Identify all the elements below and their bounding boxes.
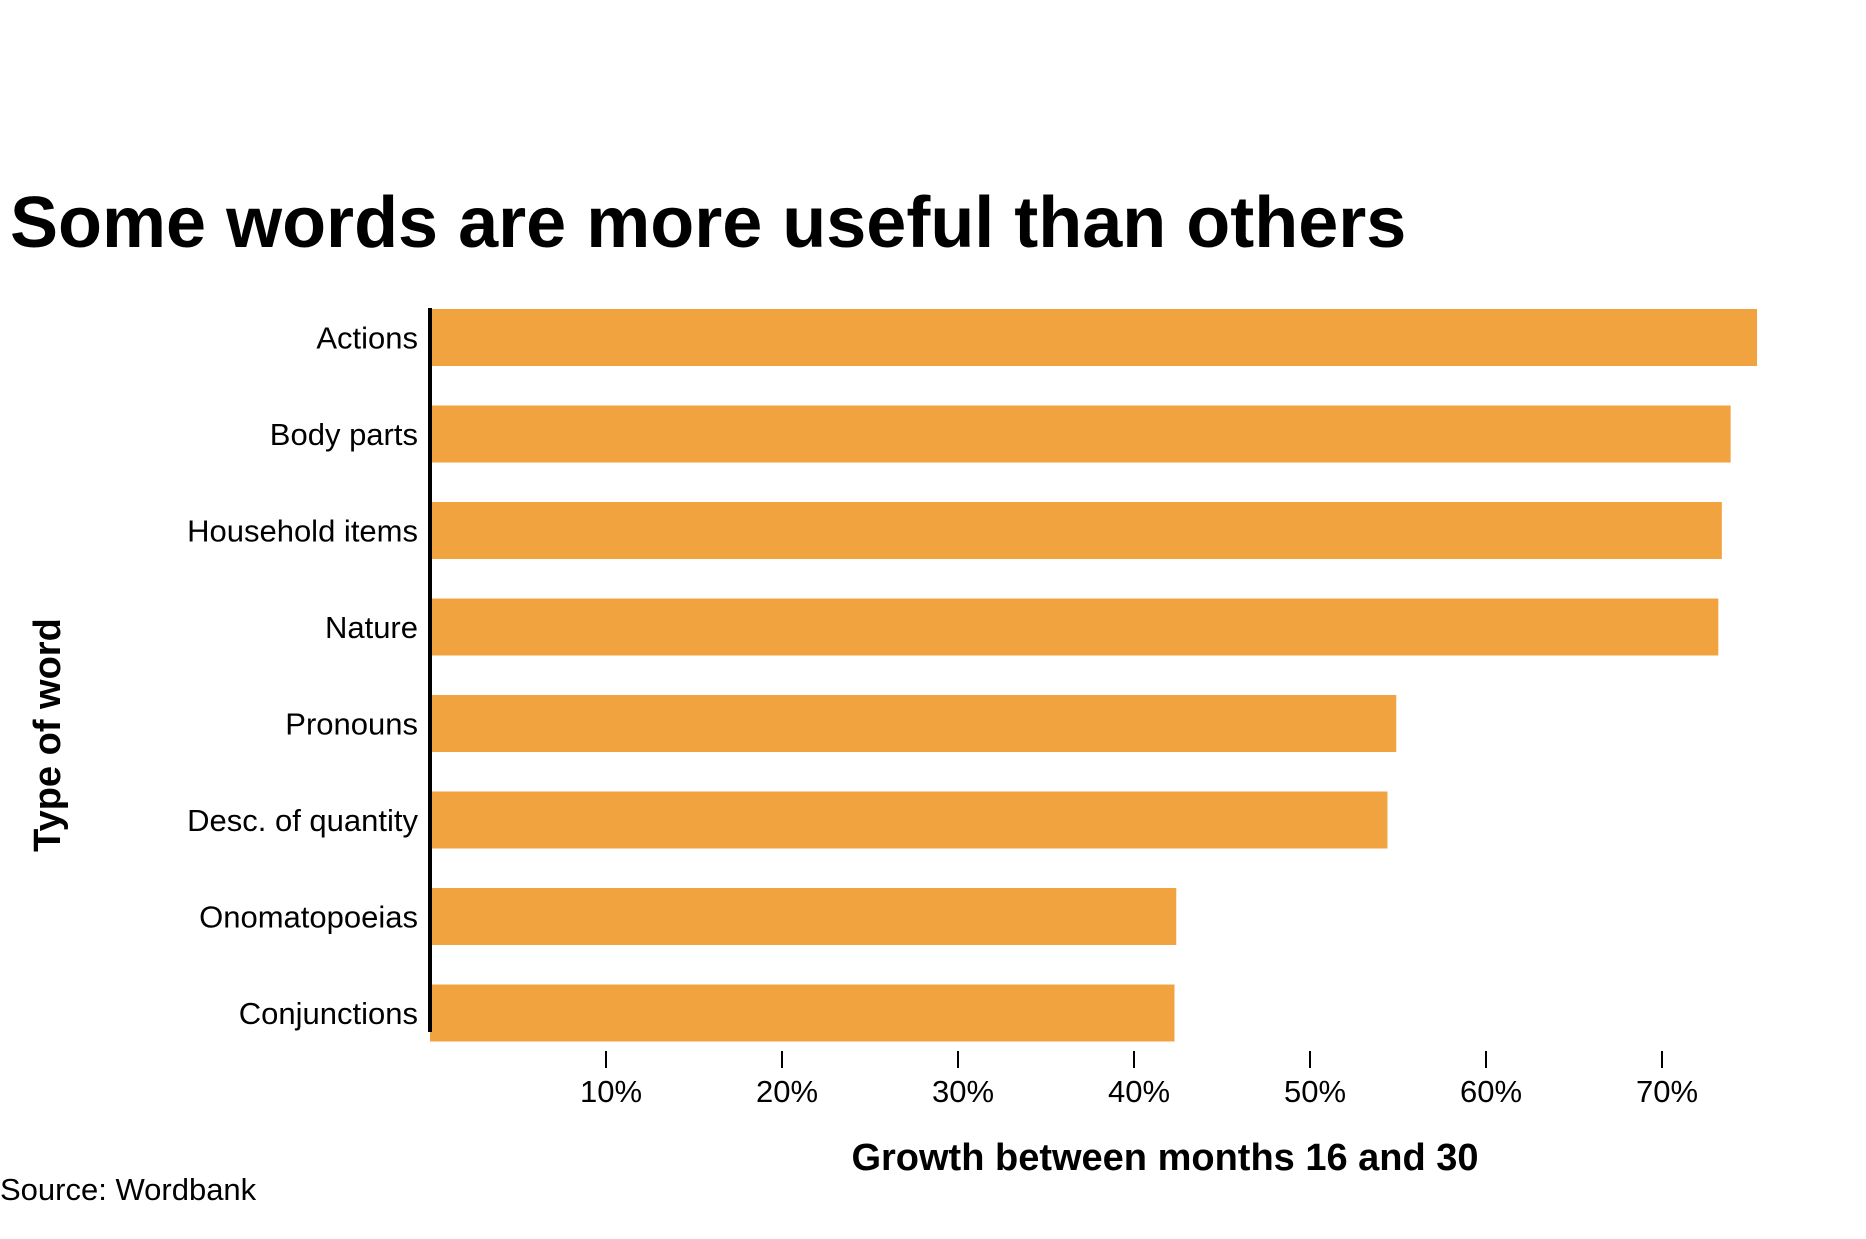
x-tick-label-5: 60% — [1460, 1074, 1522, 1109]
bar-3 — [430, 598, 1719, 656]
category-label-5: Desc. of quantity — [187, 803, 418, 838]
bar-4 — [430, 695, 1397, 752]
x-tick-label-1: 20% — [756, 1074, 818, 1109]
category-label-7: Conjunctions — [239, 996, 418, 1031]
category-label-6: Onomatopoeias — [199, 900, 418, 935]
category-label-2: Household items — [187, 514, 418, 549]
x-tick-label-0: 10% — [580, 1074, 642, 1109]
x-tick-label-6: 70% — [1636, 1074, 1698, 1109]
x-axis-title: Growth between months 16 and 30 — [851, 1137, 1478, 1179]
y-axis-title: Type of word — [27, 618, 69, 852]
x-axis-tick-labels: 10% 20% 30% 40% 50% 60% 70% — [580, 1074, 1698, 1109]
bar-7 — [430, 984, 1175, 1042]
bar-5 — [430, 791, 1388, 849]
bar-0 — [430, 309, 1758, 366]
bar-2 — [430, 502, 1722, 559]
x-tick-label-2: 30% — [932, 1074, 994, 1109]
category-label-0: Actions — [316, 321, 418, 356]
bar-1 — [430, 405, 1731, 463]
x-axis-ticks — [605, 1051, 1663, 1068]
category-label-1: Body parts — [270, 417, 418, 452]
x-tick-label-4: 50% — [1284, 1074, 1346, 1109]
category-labels: Actions Body parts Household items Nature Pr… — [187, 321, 418, 1032]
x-tick-label-3: 40% — [1108, 1074, 1170, 1109]
category-label-4: Pronouns — [285, 707, 418, 742]
chart-title: Some words are more useful than others — [10, 183, 1406, 263]
bar-6 — [430, 888, 1177, 945]
category-label-3: Nature — [325, 610, 418, 645]
source-note: Source: Wordbank — [0, 1172, 257, 1207]
bars-group — [430, 309, 1758, 1042]
